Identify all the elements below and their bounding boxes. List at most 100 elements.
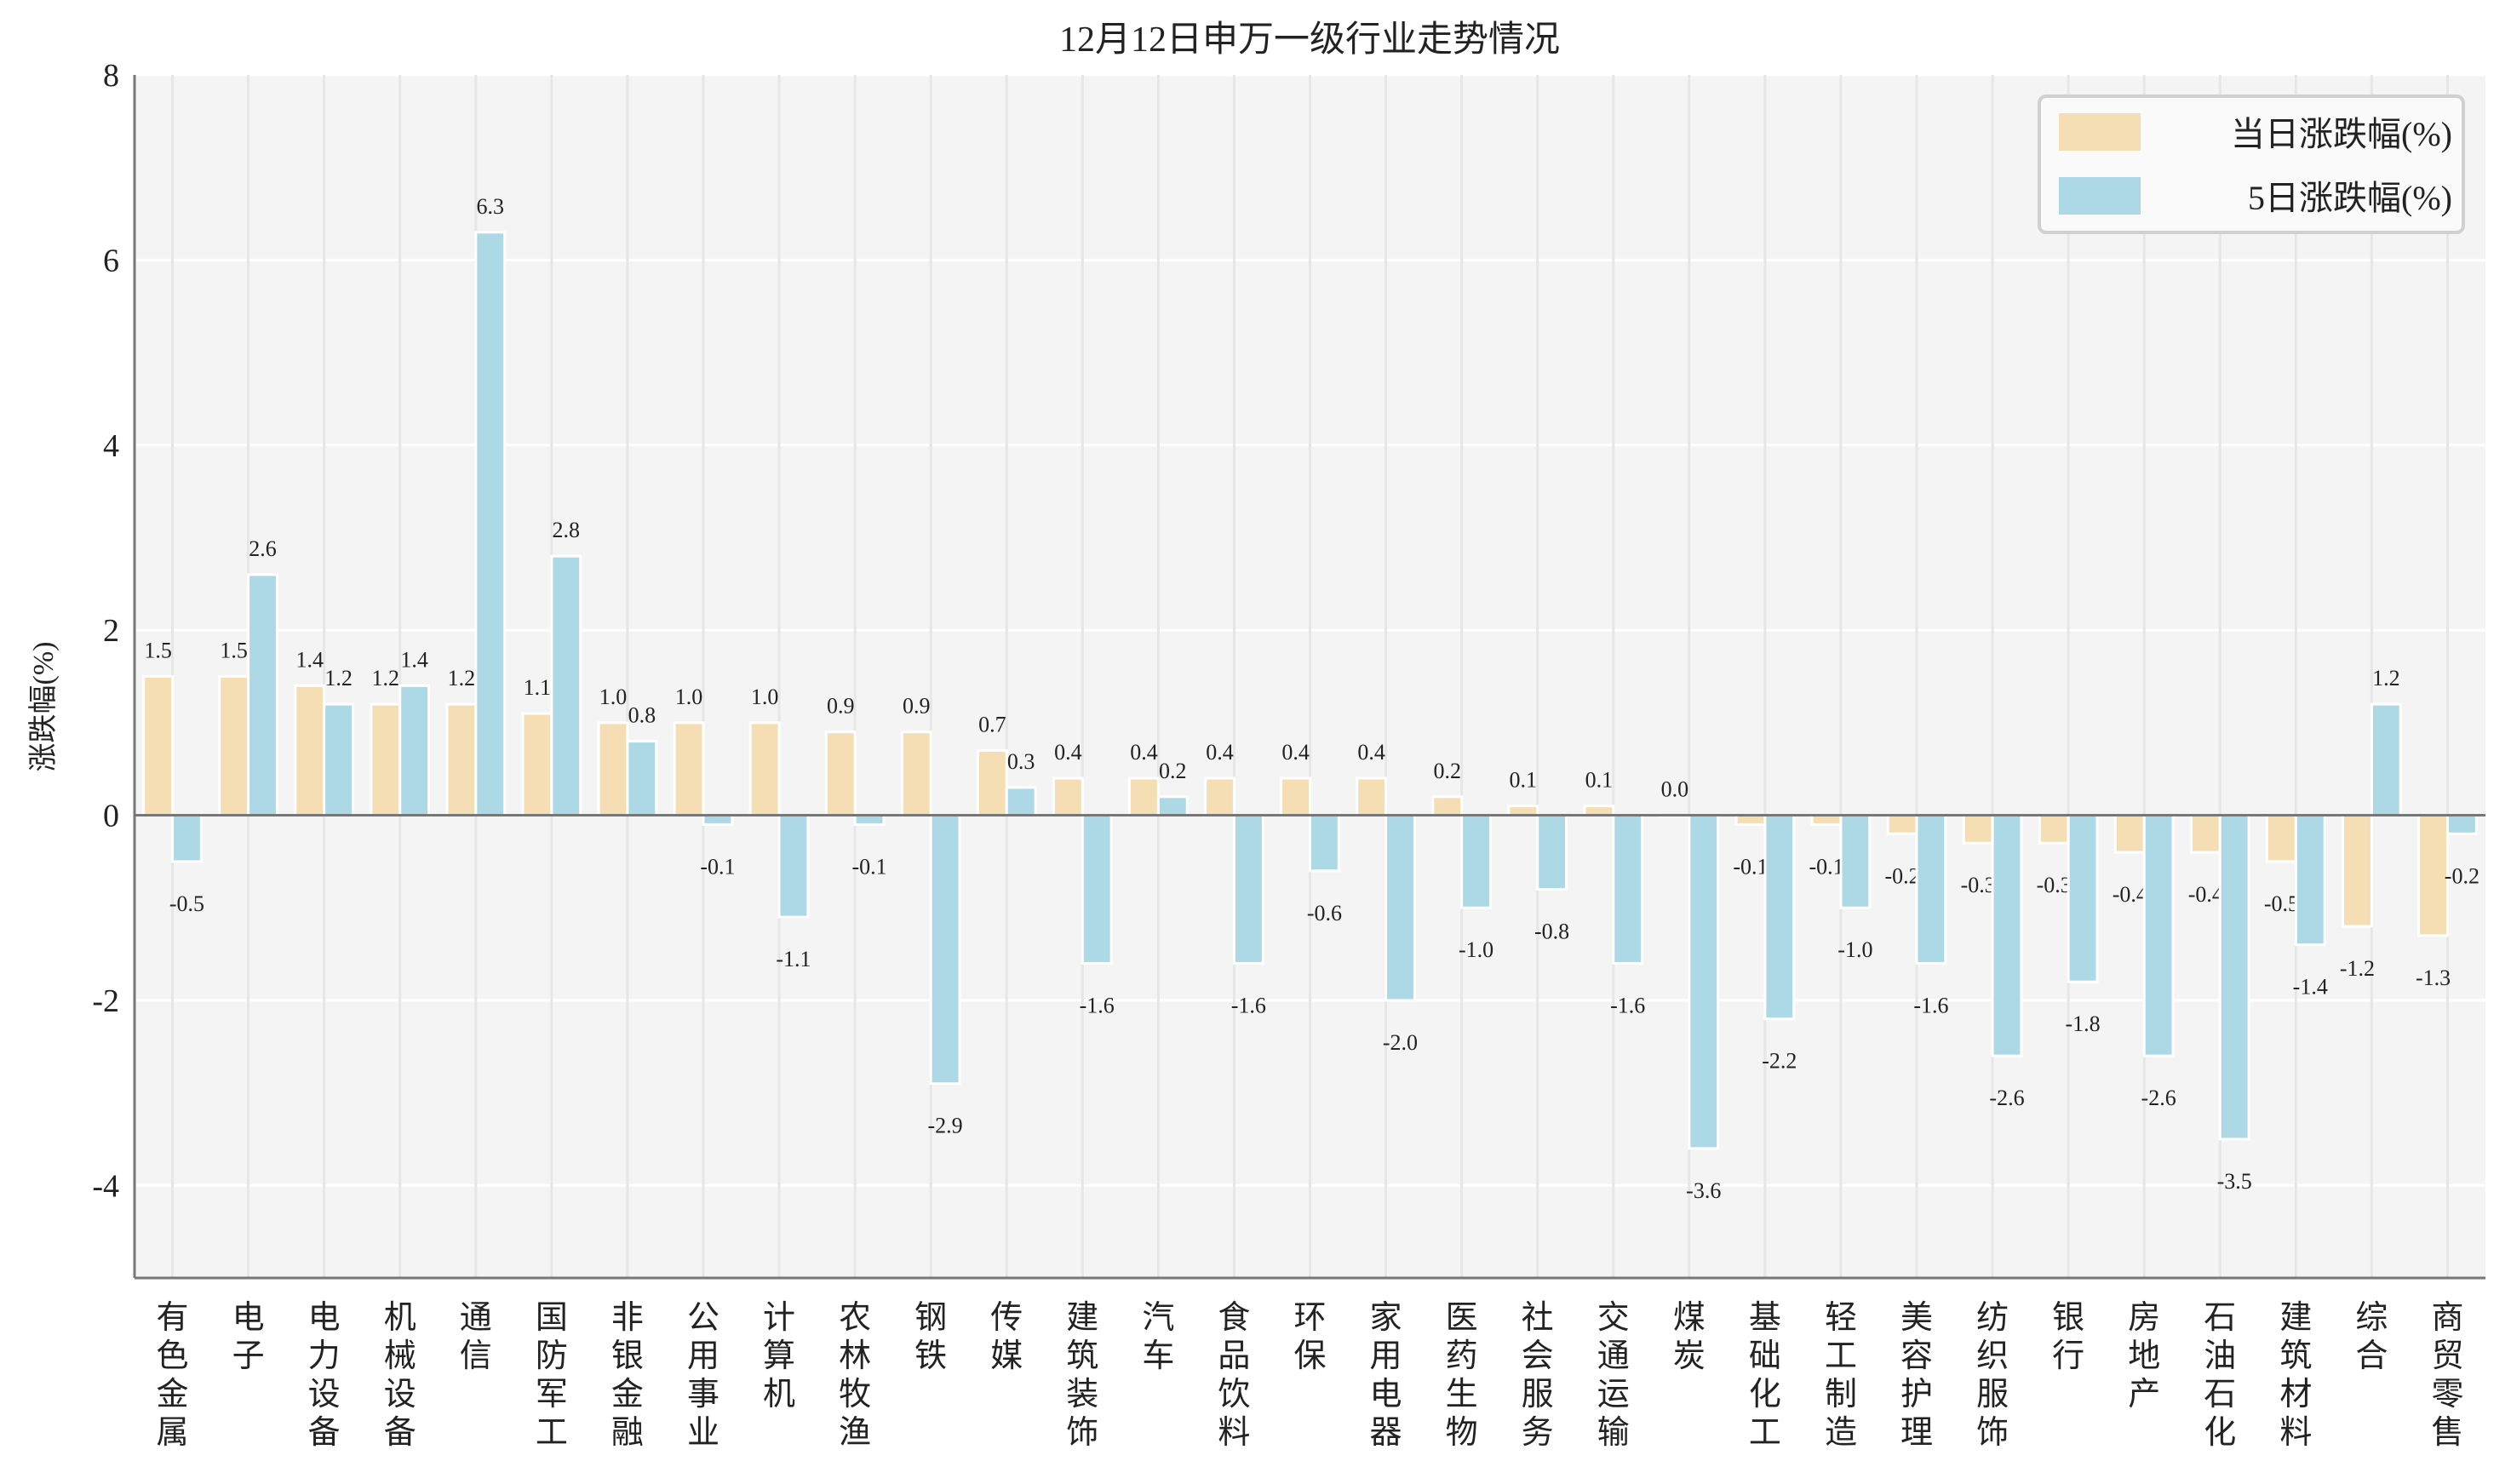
bar-5day <box>1688 814 1720 1150</box>
data-label: 0.7 <box>978 712 1006 736</box>
chart-title: 12月12日申万一级行业走势情况 <box>1059 20 1560 60</box>
data-label: 1.0 <box>751 685 779 709</box>
x-tick-label: 综合 <box>2355 1300 2388 1374</box>
data-label: -0.1 <box>1733 854 1768 879</box>
legend-label: 5日涨跌幅(%) <box>2248 179 2452 217</box>
bar-5day <box>1005 786 1037 817</box>
bar-5day <box>1763 814 1796 1021</box>
bar-5day <box>323 702 355 817</box>
bar-day <box>1962 814 1994 845</box>
bar-day <box>2113 814 2146 854</box>
data-label: -0.3 <box>1961 873 1996 897</box>
x-tick-label: 公用事业 <box>687 1300 719 1451</box>
data-label: 0.4 <box>1357 740 1385 765</box>
bar-5day <box>626 740 658 817</box>
data-label: -0.1 <box>700 854 735 879</box>
x-tick-label: 轻工制造 <box>1825 1300 1857 1451</box>
bar-day <box>1507 805 1539 817</box>
bar-day <box>1734 814 1767 826</box>
bar-day <box>370 702 402 817</box>
y-axis-label: 涨跌幅(%) <box>27 642 60 772</box>
data-label: -1.0 <box>1837 937 1872 962</box>
data-label: -3.5 <box>2217 1169 2252 1194</box>
data-label: -2.6 <box>2141 1086 2176 1110</box>
bar-5day <box>2218 814 2250 1141</box>
bar-5day <box>1536 814 1568 891</box>
data-label: 0.0 <box>1661 777 1689 802</box>
data-label: 2.8 <box>553 518 581 542</box>
data-label: 1.2 <box>324 666 353 690</box>
bar-day <box>1431 795 1464 817</box>
bar-day <box>900 731 932 817</box>
bar-day <box>824 731 857 817</box>
bar-day <box>1886 814 1918 835</box>
x-tick-label: 房地产 <box>2128 1300 2160 1412</box>
data-label: 1.0 <box>675 685 703 709</box>
legend: 当日涨跌幅(%) 5日涨跌幅(%) <box>2038 95 2465 234</box>
bar-5day <box>1384 814 1416 1002</box>
data-label: 0.1 <box>1510 768 1538 793</box>
y-tick-label: 2 <box>103 613 119 649</box>
bar-5day <box>2067 814 2099 983</box>
x-tick-label: 社会服务 <box>1522 1300 1554 1451</box>
data-label: -0.1 <box>851 854 886 879</box>
data-label: -0.4 <box>2113 882 2147 907</box>
data-label: -0.8 <box>1534 919 1569 943</box>
bar-5day <box>702 814 734 826</box>
data-label: 0.9 <box>827 694 855 719</box>
data-label: 1.0 <box>599 685 628 709</box>
bar-day <box>2342 814 2373 928</box>
x-tick-label: 建筑材料 <box>2279 1300 2312 1451</box>
data-label: -0.2 <box>1885 863 1920 888</box>
bar-day <box>1810 814 1843 826</box>
x-tick-label: 非银金融 <box>611 1300 644 1451</box>
legend-box <box>2038 95 2465 234</box>
bar-5day <box>398 684 431 817</box>
data-label: -0.5 <box>2264 891 2299 916</box>
data-label: -3.6 <box>1686 1178 1721 1203</box>
bar-5day <box>2294 814 2326 947</box>
data-label: 1.1 <box>524 675 552 700</box>
data-label: 1.5 <box>220 639 248 663</box>
data-label: -0.6 <box>1307 901 1342 925</box>
bar-5day <box>474 231 507 817</box>
x-tick-label: 电力设备 <box>308 1300 341 1451</box>
data-label: -1.6 <box>1080 993 1115 1017</box>
x-tick-label: 银行 <box>2052 1300 2084 1374</box>
bar-day <box>2417 814 2449 937</box>
data-label: -2.9 <box>928 1114 963 1138</box>
data-label: 0.1 <box>1585 768 1614 793</box>
data-label: 6.3 <box>476 194 504 219</box>
bar-5day <box>1915 814 1947 965</box>
data-label: -1.6 <box>1610 993 1645 1017</box>
x-tick-label: 农林牧渔 <box>839 1300 871 1451</box>
bar-day <box>673 721 705 817</box>
bar-day <box>597 721 629 817</box>
y-tick-label: 4 <box>103 428 119 464</box>
bar-5day <box>550 554 582 817</box>
data-label: -1.1 <box>776 947 811 971</box>
bar-5day <box>1612 814 1644 965</box>
legend-swatch <box>2059 113 2141 151</box>
data-label: -0.2 <box>2445 863 2479 888</box>
bar-day <box>445 702 478 817</box>
data-label: -1.3 <box>2416 965 2451 990</box>
data-label: -1.4 <box>2293 975 2328 1000</box>
legend-label: 当日涨跌幅(%) <box>2231 115 2452 153</box>
bar-day <box>2265 814 2297 863</box>
legend-swatch <box>2059 177 2141 215</box>
data-label: 0.8 <box>628 703 656 728</box>
data-label: 0.4 <box>1130 740 1158 765</box>
bar-day <box>521 712 553 817</box>
y-tick-label: -4 <box>92 1168 119 1204</box>
data-label: 2.6 <box>249 536 277 561</box>
y-tick-label: 8 <box>103 58 119 94</box>
x-tick-label: 汽车 <box>1142 1300 1174 1374</box>
data-label: 0.9 <box>903 694 931 719</box>
data-label: 0.4 <box>1054 740 1082 765</box>
x-tick-label: 国防军工 <box>536 1300 568 1451</box>
data-label: 1.4 <box>400 647 428 672</box>
data-label: -2.6 <box>1989 1086 2024 1110</box>
x-tick-label: 美容护理 <box>1900 1300 1933 1451</box>
